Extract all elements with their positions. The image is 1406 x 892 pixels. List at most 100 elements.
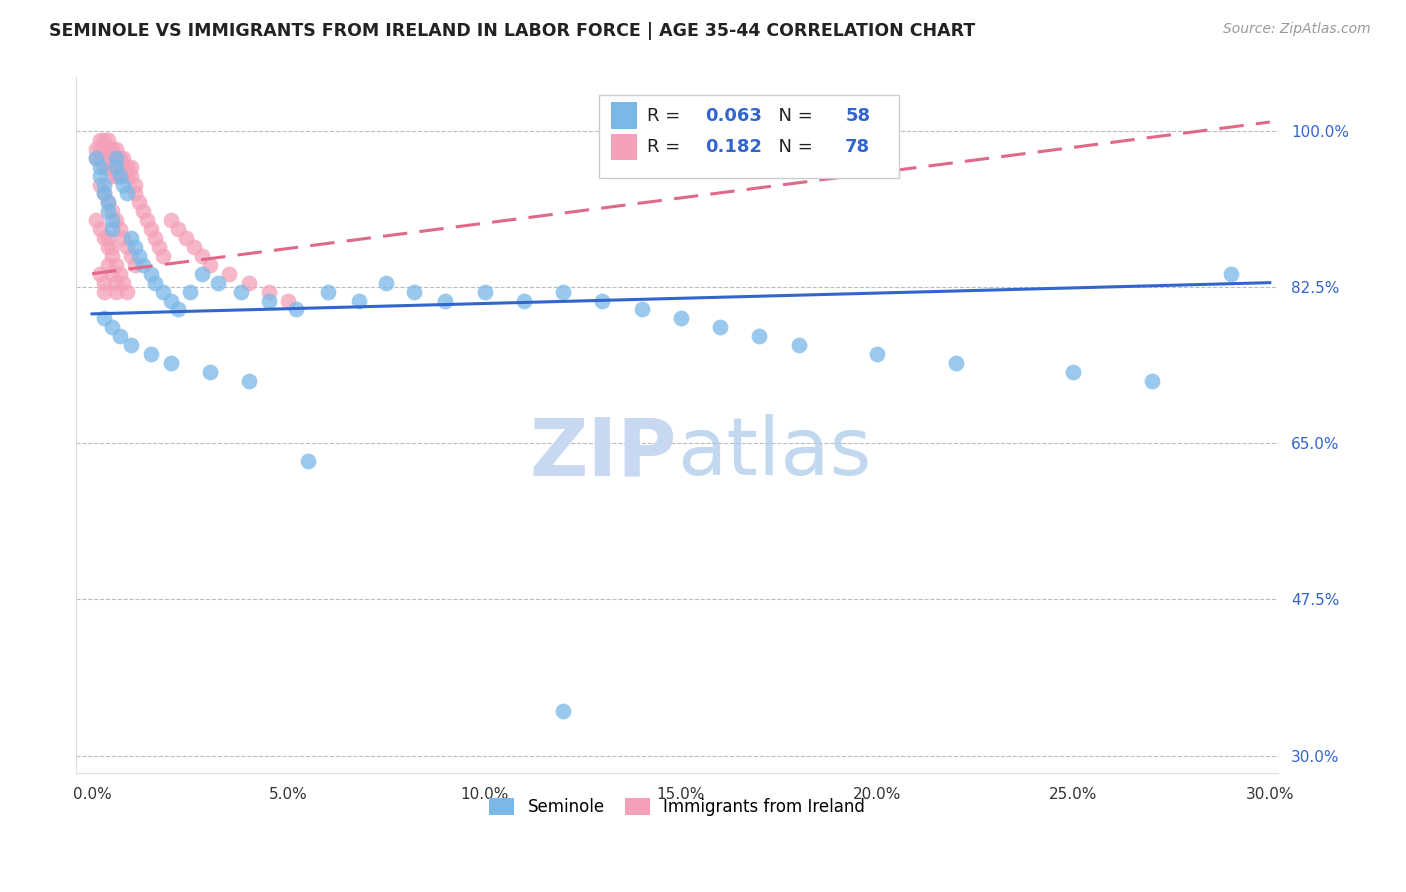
Point: [97, 151, 120, 165]
Point: [139, 347, 162, 361]
Point: [89, 222, 111, 236]
Point: [124, 186, 146, 201]
Point: [84, 151, 107, 165]
Point: [231, 285, 253, 299]
Point: [108, 329, 131, 343]
Point: [97, 142, 120, 156]
Point: [174, 231, 197, 245]
Point: [347, 293, 370, 308]
Point: [93, 186, 115, 201]
FancyBboxPatch shape: [612, 103, 637, 129]
Point: [97, 195, 120, 210]
Point: [148, 240, 170, 254]
Point: [316, 285, 339, 299]
Point: [945, 356, 967, 370]
Point: [207, 276, 229, 290]
Point: [93, 186, 115, 201]
Point: [104, 258, 127, 272]
Text: ZIP: ZIP: [530, 414, 678, 492]
Point: [89, 160, 111, 174]
Point: [108, 267, 131, 281]
Point: [104, 151, 127, 165]
Point: [100, 222, 122, 236]
Point: [124, 240, 146, 254]
Point: [97, 258, 120, 272]
Point: [93, 276, 115, 290]
Point: [89, 267, 111, 281]
Point: [218, 267, 240, 281]
Point: [100, 240, 122, 254]
Text: 78: 78: [845, 138, 870, 156]
Point: [128, 249, 150, 263]
Point: [93, 142, 115, 156]
Point: [117, 240, 139, 254]
Point: [108, 169, 131, 183]
Point: [120, 160, 142, 174]
Text: N =: N =: [768, 138, 818, 156]
Point: [104, 160, 127, 174]
Point: [100, 267, 122, 281]
Point: [277, 293, 299, 308]
Point: [89, 169, 111, 183]
Point: [93, 285, 115, 299]
Point: [159, 213, 181, 227]
Point: [112, 178, 135, 192]
Point: [198, 365, 221, 379]
Point: [93, 160, 115, 174]
Point: [748, 329, 770, 343]
Text: 0.182: 0.182: [704, 138, 762, 156]
Point: [787, 338, 810, 352]
Point: [104, 169, 127, 183]
Point: [100, 160, 122, 174]
Point: [139, 267, 162, 281]
Point: [630, 302, 652, 317]
Point: [132, 204, 155, 219]
Point: [112, 169, 135, 183]
Point: [143, 276, 166, 290]
Point: [669, 311, 692, 326]
Point: [104, 213, 127, 227]
Point: [128, 195, 150, 210]
Point: [474, 285, 496, 299]
Point: [112, 160, 135, 174]
Point: [97, 195, 120, 210]
Text: SEMINOLE VS IMMIGRANTS FROM IRELAND IN LABOR FORCE | AGE 35-44 CORRELATION CHART: SEMINOLE VS IMMIGRANTS FROM IRELAND IN L…: [49, 22, 976, 40]
Point: [117, 285, 139, 299]
Point: [257, 293, 280, 308]
Point: [152, 249, 174, 263]
Point: [84, 142, 107, 156]
Point: [709, 320, 731, 334]
Text: R =: R =: [647, 107, 686, 125]
Point: [104, 142, 127, 156]
Legend: Seminole, Immigrants from Ireland: Seminole, Immigrants from Ireland: [481, 789, 873, 824]
Point: [84, 151, 107, 165]
Point: [297, 454, 319, 468]
Point: [434, 293, 457, 308]
Point: [257, 285, 280, 299]
Point: [97, 204, 120, 219]
Point: [143, 231, 166, 245]
Point: [513, 293, 536, 308]
Point: [238, 374, 260, 388]
Point: [104, 151, 127, 165]
Point: [136, 213, 159, 227]
Point: [100, 320, 122, 334]
Point: [100, 213, 122, 227]
Point: [167, 302, 190, 317]
Point: [93, 311, 115, 326]
Point: [866, 347, 889, 361]
Point: [104, 276, 127, 290]
FancyBboxPatch shape: [599, 95, 900, 178]
Point: [191, 249, 214, 263]
Point: [402, 285, 425, 299]
Point: [112, 231, 135, 245]
Point: [375, 276, 398, 290]
Point: [117, 169, 139, 183]
Point: [167, 222, 190, 236]
Point: [591, 293, 613, 308]
Text: Source: ZipAtlas.com: Source: ZipAtlas.com: [1223, 22, 1371, 37]
Point: [112, 276, 135, 290]
Point: [120, 231, 142, 245]
Point: [97, 240, 120, 254]
Point: [104, 285, 127, 299]
